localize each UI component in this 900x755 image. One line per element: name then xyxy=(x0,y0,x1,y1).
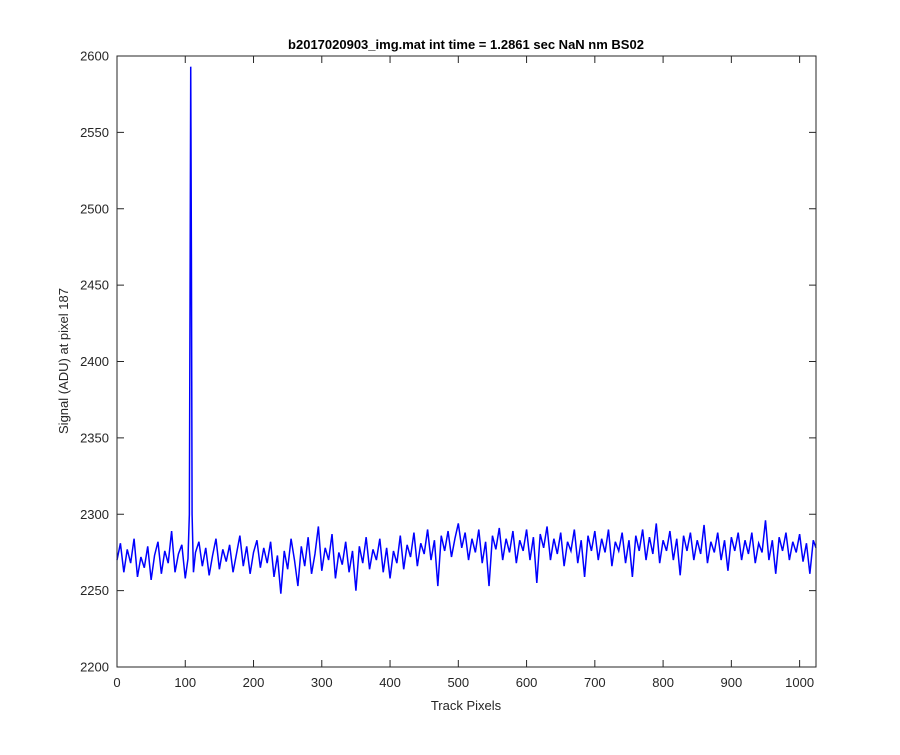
plot-area-background xyxy=(117,56,816,667)
data-layer xyxy=(116,66,817,594)
y-tick-label: 2600 xyxy=(80,49,109,64)
y-tick-label: 2450 xyxy=(80,278,109,293)
y-tick-label: 2300 xyxy=(80,507,109,522)
series-line-0 xyxy=(116,66,817,594)
y-tick-label: 2550 xyxy=(80,125,109,140)
x-tick-label: 700 xyxy=(584,675,606,690)
x-tick-label: 1000 xyxy=(785,675,814,690)
x-tick-label: 600 xyxy=(516,675,538,690)
x-tick-label: 200 xyxy=(243,675,265,690)
y-tick-label: 2500 xyxy=(80,201,109,216)
x-tick-label: 900 xyxy=(721,675,743,690)
y-tick-label: 2350 xyxy=(80,430,109,445)
x-tick-label: 800 xyxy=(652,675,674,690)
chart-title: b2017020903_img.mat int time = 1.2861 se… xyxy=(288,37,644,52)
y-tick-label: 2200 xyxy=(80,660,109,675)
y-tick-label: 2400 xyxy=(80,354,109,369)
x-tick-label: 300 xyxy=(311,675,333,690)
x-tick-label: 500 xyxy=(447,675,469,690)
y-axis-ticks: 2200 2250 2300 2350 2400 2450 2500 2550 2600 xyxy=(80,49,816,675)
x-tick-label: 400 xyxy=(379,675,401,690)
x-axis-ticks: 0 100 200 300 400 500 600 700 800 900 1000 xyxy=(113,56,814,690)
x-axis-label: Track Pixels xyxy=(431,698,502,713)
x-tick-label: 100 xyxy=(174,675,196,690)
y-tick-label: 2250 xyxy=(80,583,109,598)
y-axis-label: Signal (ADU) at pixel 187 xyxy=(56,288,71,434)
x-tick-label: 0 xyxy=(113,675,120,690)
